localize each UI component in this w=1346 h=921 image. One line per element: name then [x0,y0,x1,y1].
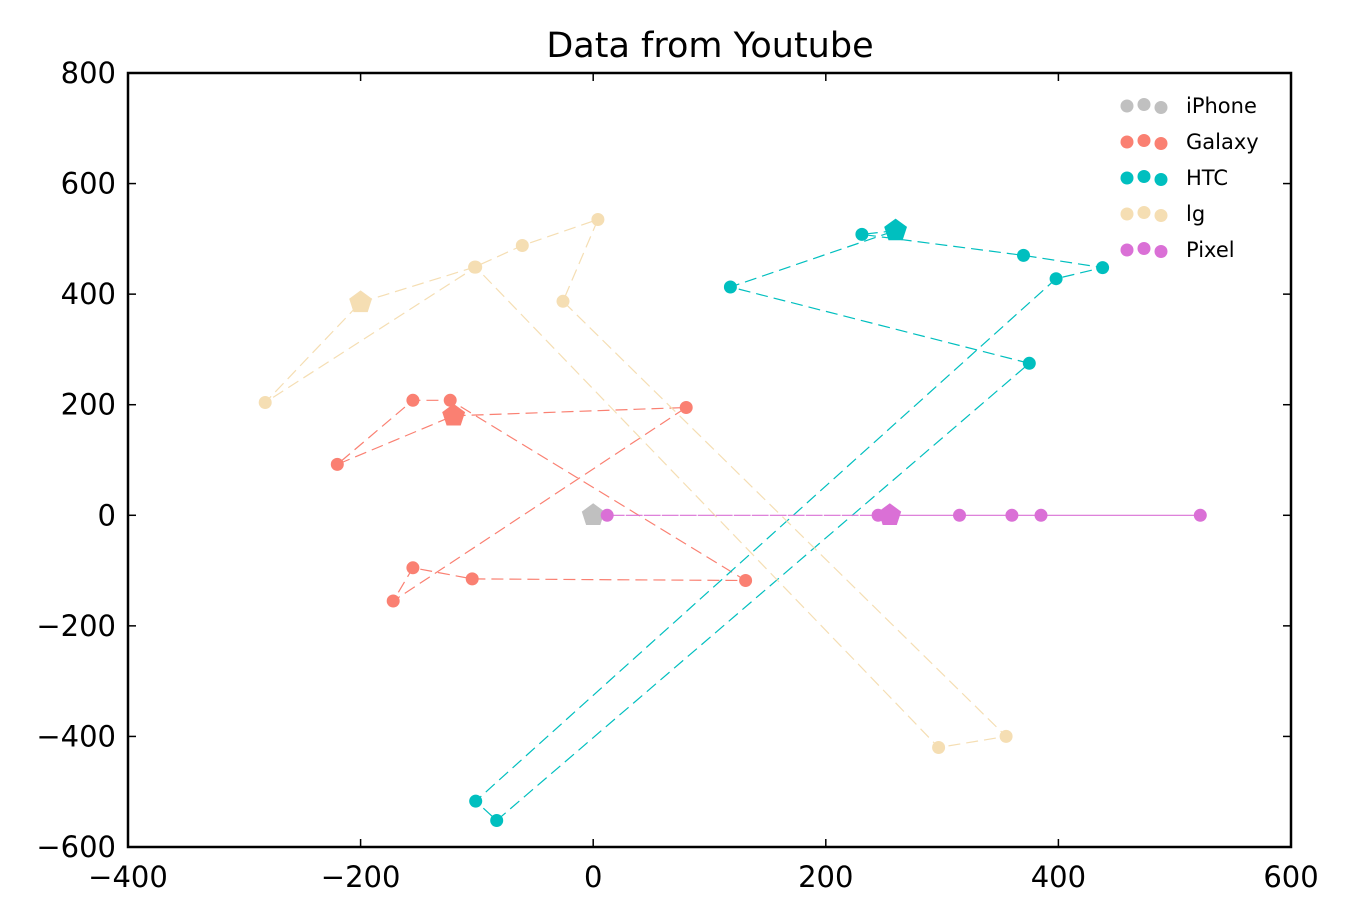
data-point-galaxy [679,401,693,414]
x-tick-label: 600 [1263,860,1318,894]
data-point-pixel [953,508,966,522]
center-marker-pixel [878,503,902,525]
data-point-lg [999,729,1013,743]
data-point-galaxy [443,393,457,407]
x-tick-label: 200 [798,860,853,894]
legend-item-pixel: Pixel [1120,238,1235,262]
data-point-htc [855,227,869,241]
data-point-galaxy [330,457,344,471]
y-tick-label: −200 [36,609,116,643]
data-point-lg [258,396,272,409]
y-tick-label: −600 [36,830,116,864]
legend-marker [1137,170,1151,183]
axes-layer: −400 −200 0 200 400 600−600−400−2000200400600… [36,56,1318,894]
plot-frame [126,71,1293,849]
x-tick-label: 400 [1031,860,1086,894]
data-point-htc [1022,356,1036,370]
data-point-htc [469,794,483,808]
series-htc [469,218,1110,827]
y-tick-label: −400 [36,719,116,753]
y-tick-label: 200 [61,388,116,422]
legend-label: Galaxy [1186,130,1259,154]
center-marker-htc [884,218,907,241]
series-line-htc [474,230,1103,822]
chart-title: Data from Youtube [546,26,873,66]
legend-marker [1154,209,1168,222]
legend-marker [1120,135,1134,149]
legend-marker [1120,207,1134,221]
y-tick-label: 400 [61,277,116,311]
data-point-lg [556,294,570,308]
data-point-htc [1049,272,1063,286]
series-line-galaxy [336,399,748,602]
data-point-lg [932,741,946,754]
data-point-htc [490,814,504,827]
legend-marker [1137,98,1151,111]
x-tick-label: −200 [321,860,401,894]
legend-label: Pixel [1186,238,1235,262]
data-point-htc [1017,248,1030,262]
legend-marker [1137,242,1151,255]
data-point-galaxy [739,574,753,587]
legend-item-lg: lg [1120,202,1205,226]
series-pixel [600,503,1207,525]
legend-marker [1154,173,1168,186]
series-iphone [581,503,605,525]
legend-label: HTC [1186,166,1228,190]
legend-item-galaxy: Galaxy [1120,130,1259,154]
legend-marker [1154,245,1168,258]
y-tick-label: 800 [61,56,116,90]
series-line-lg [264,218,1008,749]
x-tick-label: −400 [88,860,168,894]
legend-marker [1137,134,1151,147]
center-marker-lg [349,290,372,313]
legend-marker [1154,137,1168,150]
data-point-galaxy [406,561,420,575]
data-point-galaxy [386,594,400,608]
legend-item-htc: HTC [1120,166,1228,190]
data-point-pixel [1005,508,1019,522]
center-marker-iphone [581,503,605,525]
data-point-lg [591,213,605,226]
legend-label: lg [1186,202,1205,226]
data-point-htc [1096,261,1110,275]
legend-marker [1120,99,1134,113]
legend-marker [1120,171,1134,185]
legend-label: iPhone [1186,94,1257,118]
data-point-lg [515,239,529,252]
data-point-pixel [1034,508,1048,522]
x-tick-label: 0 [584,860,602,894]
series-layer [258,213,1207,827]
data-point-galaxy [406,393,420,407]
legend-marker [1137,206,1151,219]
legend-item-iphone: iPhone [1120,94,1257,118]
data-point-pixel [1193,508,1207,522]
data-point-htc [723,280,737,294]
series-galaxy [330,393,753,608]
series-lg [258,213,1013,754]
data-point-lg [469,260,483,274]
center-marker-galaxy [442,403,466,426]
y-tick-label: 0 [98,498,116,532]
legend: iPhone Galaxy HTC lg Pixel [1120,94,1259,262]
y-tick-label: 600 [61,167,116,201]
data-point-galaxy [465,572,479,586]
legend-marker [1154,101,1168,114]
data-point-pixel [600,508,614,522]
legend-marker [1120,243,1134,257]
